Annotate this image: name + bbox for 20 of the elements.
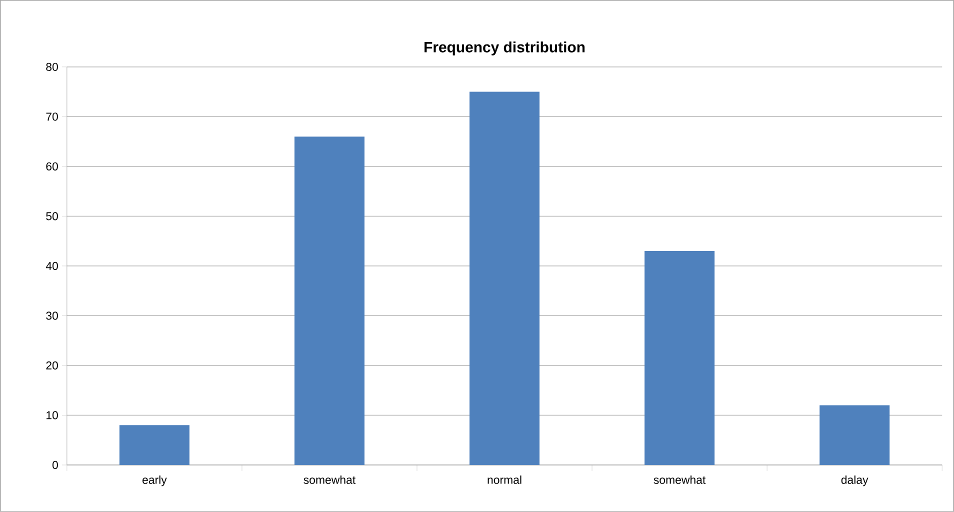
- y-tick-label: 60: [46, 162, 58, 171]
- y-tick-label: 30: [46, 312, 58, 320]
- bar: [294, 136, 364, 466]
- y-tick-label: 40: [46, 262, 58, 270]
- y-tick-label: 80: [46, 62, 58, 72]
- x-tick-label: early: [142, 476, 167, 486]
- y-tick-label: 20: [46, 361, 58, 370]
- x-tick-label: dalay: [841, 476, 868, 486]
- y-tick-label: 70: [46, 112, 58, 121]
- chart-title: Frequency distribution: [424, 42, 585, 56]
- x-tick-label: somewhat: [304, 476, 356, 484]
- x-tick-label: normal: [488, 476, 522, 484]
- y-tick-label: 10: [46, 411, 58, 420]
- bar: [470, 92, 540, 466]
- bar: [820, 405, 890, 466]
- y-tick-label: 50: [46, 212, 58, 220]
- bar: [644, 251, 715, 466]
- x-tick-label: somewhat: [654, 476, 706, 484]
- bar: [119, 425, 190, 466]
- y-tick-label: 0: [52, 460, 58, 470]
